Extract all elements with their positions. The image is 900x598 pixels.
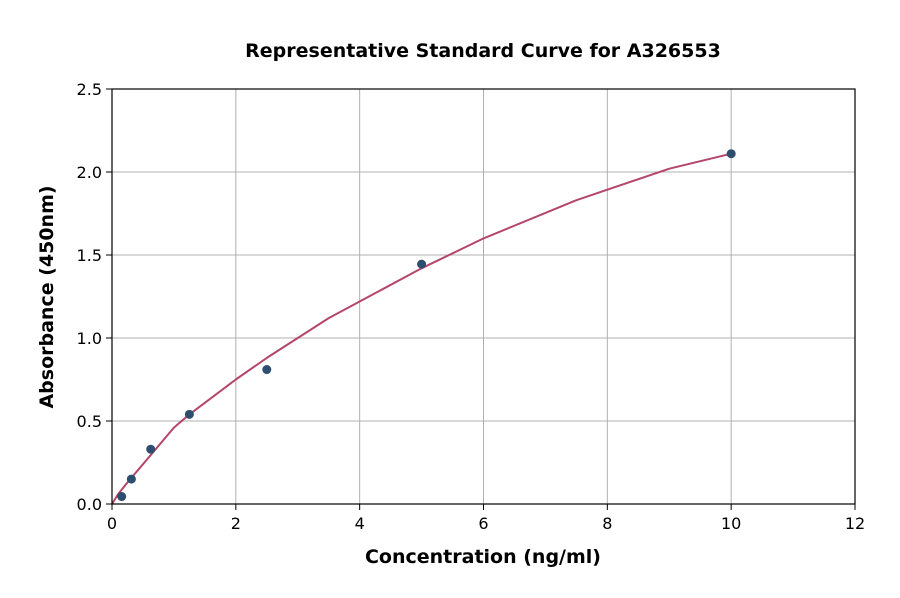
y-tick-label: 1.5 <box>77 246 102 265</box>
y-tick-label: 0.5 <box>77 412 102 431</box>
data-points <box>117 149 736 502</box>
data-point <box>417 259 427 269</box>
data-point <box>184 409 194 419</box>
y-tick-label: 2.5 <box>77 80 102 99</box>
plot-frame <box>111 88 856 505</box>
fit-curve-line <box>111 152 732 505</box>
y-axis-label: Absorbance (450nm) <box>36 185 58 408</box>
x-tick-label: 0 <box>107 514 117 533</box>
data-point <box>146 444 156 454</box>
data-point <box>262 365 272 375</box>
data-point <box>117 492 127 502</box>
x-axis-label: Concentration (ng/ml) <box>365 546 601 568</box>
x-tick-label: 10 <box>721 514 741 533</box>
x-tick-label: 8 <box>602 514 612 533</box>
x-tick-label: 6 <box>478 514 488 533</box>
ticks: 0 2 4 6 8 10 12 0.0 0.5 1.0 1.5 2.0 2.5 <box>77 80 866 533</box>
grid <box>111 88 856 505</box>
data-point <box>726 149 736 159</box>
x-tick-label: 4 <box>355 514 365 533</box>
data-point <box>126 474 136 484</box>
y-tick-label: 2.0 <box>77 163 102 182</box>
y-tick-label: 1.0 <box>77 329 102 348</box>
fit-curve-group <box>111 152 732 505</box>
y-tick-label: 0.0 <box>77 495 102 514</box>
x-tick-label: 2 <box>231 514 241 533</box>
chart-title: Representative Standard Curve for A32655… <box>245 40 721 62</box>
x-tick-label: 12 <box>845 514 865 533</box>
